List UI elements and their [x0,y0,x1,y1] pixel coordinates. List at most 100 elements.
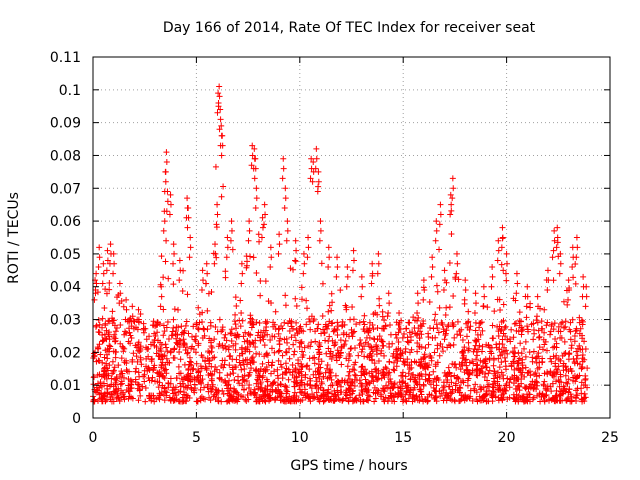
roti-point [290,341,297,348]
roti-point [102,320,109,327]
roti-point [560,298,567,305]
roti-point [544,319,551,326]
roti-point [496,340,503,347]
roti-point [347,391,354,398]
roti-point [454,374,461,381]
roti-point [407,387,414,394]
roti-point [557,373,564,380]
roti-point [548,321,555,328]
roti-point [494,323,501,330]
roti-point [541,341,548,348]
roti-peak-point [93,270,100,277]
roti-point [576,361,583,368]
roti-point [422,344,429,351]
roti-point [286,355,293,362]
roti-peak-point [238,280,245,287]
roti-point [356,392,363,399]
roti-point [283,390,290,397]
roti-peak-point [565,296,572,303]
roti-point [446,259,453,266]
roti-peak-point [480,283,487,290]
roti-peak-point [368,280,375,287]
roti-point [138,361,145,368]
roti-point [95,345,102,352]
roti-peak-point [187,244,194,251]
roti-point [175,388,182,395]
roti-point [291,348,298,355]
roti-point [214,328,221,335]
roti-point [382,364,389,371]
roti-point [102,398,109,405]
roti-point [259,360,266,367]
roti-point [565,368,572,375]
roti-point [393,354,400,361]
roti-peak-point [535,303,542,310]
roti-point [553,366,560,373]
roti-peak-point [166,211,173,218]
roti-point [103,372,110,379]
roti-point [496,346,503,353]
roti-point [567,336,574,343]
roti-point [318,260,325,267]
roti-point [140,326,147,333]
roti-point [261,387,268,394]
roti-point [395,338,402,345]
roti-peak-point [449,195,456,202]
roti-point [282,348,289,355]
roti-point [556,378,563,385]
roti-point [511,344,518,351]
roti-point [189,333,196,340]
roti-point [347,382,354,389]
roti-point [227,330,234,337]
roti-point [530,385,537,392]
roti-point [549,372,556,379]
roti-point [231,377,238,384]
roti-point [480,392,487,399]
roti-peak-point [499,234,506,241]
roti-point [195,369,202,376]
roti-peak-point [212,250,219,257]
roti-point [534,392,541,399]
roti-peak-point [164,188,171,195]
roti-point [568,345,575,352]
roti-point [458,326,465,333]
roti-point [157,356,164,363]
roti-point [271,333,278,340]
roti-point [228,326,235,333]
roti-point [414,330,421,337]
roti-point [162,258,169,265]
roti-point [352,372,359,379]
roti-point [442,312,449,319]
roti-point [364,397,371,404]
roti-point [101,380,108,387]
roti-point [245,373,252,380]
roti-peak-point [164,198,171,205]
roti-point [165,336,172,343]
roti-point [98,383,105,390]
roti-point [96,358,103,365]
roti-point [380,369,387,376]
roti-point [361,353,368,360]
roti-point [260,336,267,343]
roti-point [304,380,311,387]
roti-point [286,317,293,324]
roti-point [325,308,332,315]
roti-point [155,384,162,391]
roti-peak-point [245,237,252,244]
roti-point [318,358,325,365]
roti-point [530,327,537,334]
roti-peak-point [129,313,136,320]
roti-point [476,393,483,400]
roti-point [349,398,356,405]
roti-point [315,321,322,328]
roti-point [531,381,538,388]
roti-point [559,352,566,359]
roti-peak-point [461,296,468,303]
roti-point [277,381,284,388]
roti-point [399,398,406,405]
roti-point [566,386,573,393]
roti-point [336,379,343,386]
roti-peak-point [441,267,448,274]
roti-point [393,363,400,370]
